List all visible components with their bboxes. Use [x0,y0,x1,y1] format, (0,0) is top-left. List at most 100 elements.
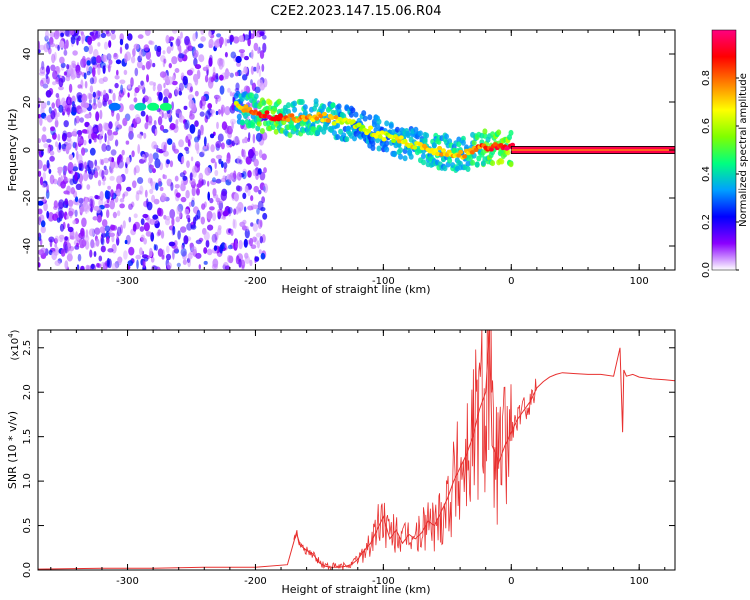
spectrogram-noise-blob [131,150,135,158]
spectrogram-noise-blob [133,91,137,97]
y-tick-label: 2.5 [22,340,33,356]
spectrogram-noise-blob [250,79,253,86]
spectrogram-noise-blob [71,60,76,66]
spectrogram-signal-blob [508,129,514,136]
spectrogram-noise-blob [153,120,157,126]
spectrogram-noise-blob [227,244,233,250]
spectrogram-noise-blob [101,143,107,152]
spectrogram-noise-blob [70,36,76,45]
spectrogram-noise-blob [210,158,216,164]
spectrogram-signal-blob [344,136,350,143]
spectrogram-signal-blob [402,155,408,162]
spectrogram-noise-blob [45,30,49,40]
spectrogram-noise-blob [63,71,67,76]
spectrogram-noise-blob [158,181,163,187]
spectrogram-noise-blob [207,180,210,187]
spectrogram-signal-blob [352,135,357,142]
spectrogram-noise-blob [141,64,146,71]
spectrogram-signal-core [402,138,408,144]
spectrogram-noise-blob [143,132,147,139]
spectrogram-noise-blob [175,192,181,198]
spectrogram-signal-blob [490,160,496,167]
spectrogram-noise-blob [40,112,47,119]
spectrogram-signal-blob [361,110,367,117]
x-tick-label: 0 [508,276,514,287]
spectrogram-signal-blob [407,149,413,156]
spectrogram-signal-core [437,145,443,151]
spectrogram-noise-blob [217,208,223,217]
spectrogram-noise-blob [114,139,119,147]
spectrogram-signal-core [412,145,418,150]
spectrogram-noise-blob [188,99,195,109]
spectrogram-noise-blob [172,225,176,236]
spectrogram-noise-blob [102,76,108,83]
spectrogram-noise-blob [116,188,121,197]
spectrogram-noise-blob [174,184,180,189]
spectrogram-noise-blob [243,206,247,212]
spectrogram-noise-blob [103,157,110,164]
spectrogram-signal-blob [476,155,482,162]
spectrogram-noise-blob [135,254,142,260]
spectrogram-noise-blob [239,221,246,227]
spectrogram-noise-blob [99,191,104,201]
spectrogram-signal-blob [370,145,376,151]
spectrogram-noise-blob [134,114,141,123]
spectrogram-noise-blob [256,79,263,87]
spectrogram-noise-blob [127,92,130,98]
spectrogram-noise-blob [198,54,205,63]
spectrogram-noise-blob [224,265,231,270]
spectrogram-noise-blob [40,225,46,234]
spectrogram-signal-core [418,142,423,147]
spectrogram-noise-blob [124,167,129,175]
spectrogram-noise-blob [186,214,191,220]
spectrogram-noise-blob [188,201,192,208]
spectrogram-noise-blob [197,129,201,139]
spectrogram-noise-blob [252,169,257,177]
spectrogram-signal-blob [388,123,394,129]
spectrogram-signal-blob [384,120,390,127]
spectrogram-noise-blob [69,30,75,36]
spectrogram-noise-blob [110,33,117,40]
spectrogram-noise-blob [70,187,76,195]
spectrogram-signal-blob [250,122,256,129]
spectrogram-noise-blob [222,175,227,180]
spectrogram-noise-blob [258,249,262,254]
spectrogram-noise-blob [215,154,223,160]
spectrogram-noise-blob [226,39,231,44]
spectrogram-noise-blob [47,146,50,154]
spectrogram-noise-blob [262,212,268,220]
spectrogram-noise-blob [189,86,194,92]
spectrogram-noise-blob [152,152,159,160]
spectrogram-noise-blob [67,72,70,79]
spectrogram-signal-core [241,108,247,113]
spectrogram-noise-blob [38,159,43,170]
spectrogram-noise-blob [75,70,83,76]
spectrogram-noise-blob [130,77,134,87]
spectrogram-noise-blob [114,120,120,128]
spectrogram-signal-blob [276,98,282,105]
spectrogram-noise-blob [229,91,233,97]
spectrogram-signal-blob [471,139,477,146]
y-tick-label: 20 [22,96,33,109]
spectrogram-noise-blob [72,103,77,113]
spectrogram-signal-core [458,149,464,155]
spectrogram-signal-blob [376,145,382,152]
spectrogram-noise-blob [192,33,197,42]
spectrogram-noise-blob [186,69,193,76]
spectrogram-noise-blob [199,100,203,109]
spectrogram-noise-blob [110,30,116,34]
x-tick-label: 0 [508,576,514,587]
spectrogram-noise-blob [58,104,64,113]
spectrogram-signal-blob [286,108,291,115]
spectrogram-noise-blob [106,53,112,61]
spectrogram-noise-blob [261,63,265,72]
spectrogram-noise-blob [243,34,250,41]
spectrogram-noise-blob [235,206,240,215]
spectrogram-noise-blob [46,65,50,75]
spectrogram-noise-blob [166,159,171,165]
spectrogram-noise-blob [38,49,41,54]
spectrogram-noise-blob [210,109,215,114]
spectrogram-signal-core [366,128,372,134]
spectrogram-noise-blob [198,172,204,181]
spectrogram-noise-blob [233,208,237,215]
